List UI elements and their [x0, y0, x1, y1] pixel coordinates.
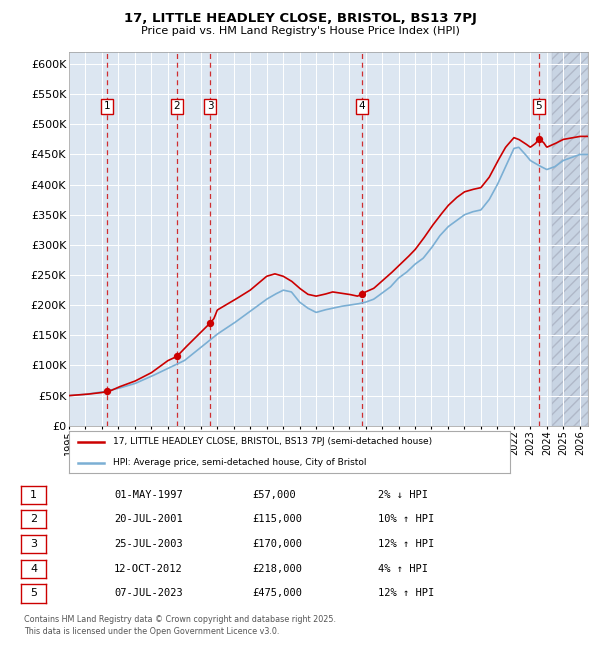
- Text: Contains HM Land Registry data © Crown copyright and database right 2025.
This d: Contains HM Land Registry data © Crown c…: [24, 615, 336, 636]
- Text: 12% ↑ HPI: 12% ↑ HPI: [378, 588, 434, 599]
- Text: 5: 5: [535, 101, 542, 111]
- Text: 3: 3: [207, 101, 214, 111]
- Text: 25-JUL-2003: 25-JUL-2003: [114, 539, 183, 549]
- Text: 12% ↑ HPI: 12% ↑ HPI: [378, 539, 434, 549]
- Point: [534, 134, 544, 144]
- Text: 4: 4: [359, 101, 365, 111]
- Text: 12-OCT-2012: 12-OCT-2012: [114, 564, 183, 574]
- Text: 2: 2: [173, 101, 180, 111]
- Point: [357, 289, 367, 300]
- Text: £170,000: £170,000: [252, 539, 302, 549]
- Point: [172, 351, 182, 361]
- Text: 01-MAY-1997: 01-MAY-1997: [114, 489, 183, 500]
- Text: HPI: Average price, semi-detached house, City of Bristol: HPI: Average price, semi-detached house,…: [113, 458, 367, 467]
- Text: 17, LITTLE HEADLEY CLOSE, BRISTOL, BS13 7PJ (semi-detached house): 17, LITTLE HEADLEY CLOSE, BRISTOL, BS13 …: [113, 437, 432, 446]
- Text: £115,000: £115,000: [252, 514, 302, 525]
- Text: 4: 4: [30, 564, 37, 574]
- Text: £475,000: £475,000: [252, 588, 302, 599]
- Text: 2% ↓ HPI: 2% ↓ HPI: [378, 489, 428, 500]
- Text: 4% ↑ HPI: 4% ↑ HPI: [378, 564, 428, 574]
- Text: £218,000: £218,000: [252, 564, 302, 574]
- Text: 10% ↑ HPI: 10% ↑ HPI: [378, 514, 434, 525]
- Text: 3: 3: [30, 539, 37, 549]
- Point: [205, 318, 215, 328]
- Text: Price paid vs. HM Land Registry's House Price Index (HPI): Price paid vs. HM Land Registry's House …: [140, 25, 460, 36]
- Bar: [552, 52, 588, 426]
- Text: 1: 1: [30, 489, 37, 500]
- Point: [103, 386, 112, 396]
- Text: 17, LITTLE HEADLEY CLOSE, BRISTOL, BS13 7PJ: 17, LITTLE HEADLEY CLOSE, BRISTOL, BS13 …: [124, 12, 476, 25]
- Text: 07-JUL-2023: 07-JUL-2023: [114, 588, 183, 599]
- Text: 5: 5: [30, 588, 37, 599]
- Text: £57,000: £57,000: [252, 489, 296, 500]
- Text: 1: 1: [104, 101, 111, 111]
- Text: 2: 2: [30, 514, 37, 525]
- Text: 20-JUL-2001: 20-JUL-2001: [114, 514, 183, 525]
